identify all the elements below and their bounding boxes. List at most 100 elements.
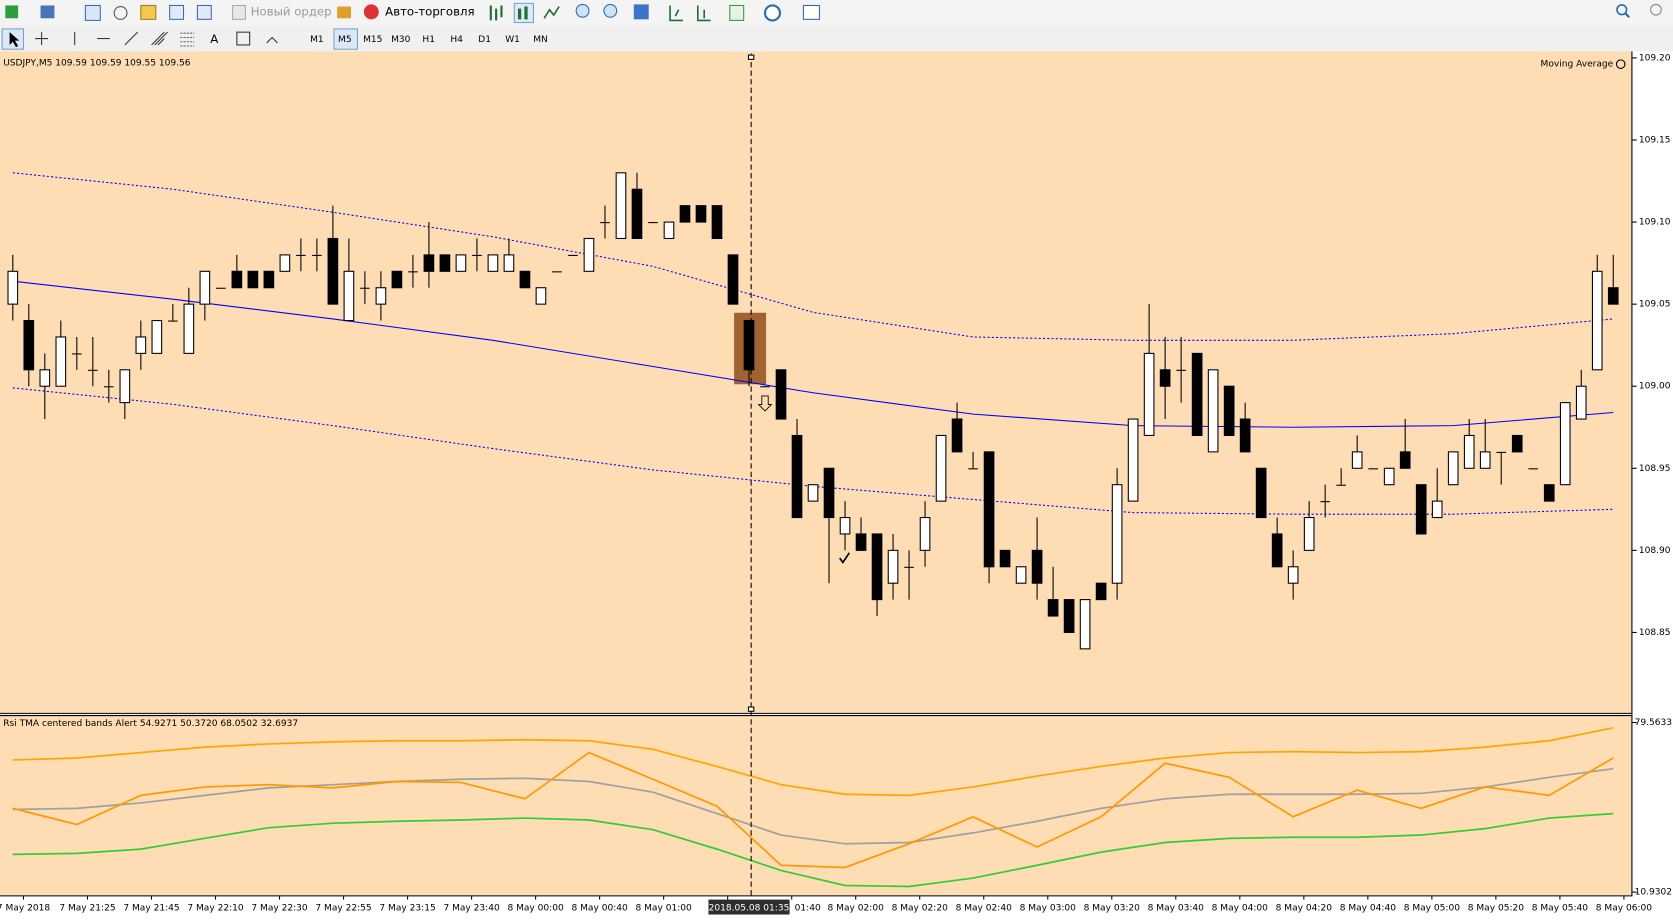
candle-body <box>119 369 131 404</box>
icon-folder[interactable] <box>140 4 157 20</box>
auto-trading-button[interactable]: Авто-торговля <box>385 4 474 18</box>
candle-body <box>247 270 259 289</box>
candle-body <box>1511 434 1523 453</box>
timeframe-button[interactable]: H4 <box>450 35 463 45</box>
indicator-panel-bg <box>0 715 1633 897</box>
x-tick-label: 8 May 02:40 <box>956 904 1013 914</box>
icon-fibo[interactable] <box>180 32 195 47</box>
icon-search[interactable] <box>1616 4 1628 16</box>
candle-body <box>1159 369 1171 387</box>
candle-body <box>423 254 435 272</box>
x-tick-label: 8 May 06:00 <box>1596 904 1653 914</box>
icon-auto-trading[interactable] <box>363 4 379 20</box>
icon-terminal[interactable] <box>169 4 185 20</box>
indicator-title: Rsi TMA centered bands Alert 54.9271 50.… <box>3 719 298 729</box>
crosshair-handle <box>747 54 755 60</box>
icon-label[interactable] <box>236 31 251 46</box>
icon-channel[interactable] <box>151 31 168 46</box>
icon-indicators[interactable] <box>729 4 745 21</box>
candle-body <box>72 353 82 355</box>
candle-body <box>583 237 595 272</box>
icon-tester[interactable] <box>196 4 212 20</box>
timeframe-button[interactable]: M1 <box>310 35 324 45</box>
candle-body <box>1271 533 1283 568</box>
candle-body <box>279 254 291 272</box>
icon-experts[interactable] <box>337 6 352 19</box>
sell-arrow <box>757 395 773 412</box>
timeframe-button[interactable]: M30 <box>391 35 411 45</box>
x-tick-label: 8 May 01:00 <box>636 904 693 914</box>
toolbar: Новый ордер Авто-торговля <box>0 0 1673 26</box>
x-tick-label: 8 May 04:40 <box>1340 904 1397 914</box>
icon-candles[interactable] <box>513 2 535 24</box>
x-tick-label: 7 May 21:25 <box>59 904 115 914</box>
candle-body <box>1047 599 1059 617</box>
candle-body <box>1127 418 1139 502</box>
icon-templates[interactable] <box>802 4 820 20</box>
icon-arrows[interactable] <box>266 36 278 44</box>
candle-body <box>968 468 978 470</box>
candle-body <box>408 271 418 273</box>
candle-body <box>600 222 610 224</box>
x-tick-label: 8 May 05:20 <box>1468 904 1525 914</box>
toolbar-bg <box>0 0 1673 26</box>
candle-body <box>1351 451 1363 469</box>
crosshair-time-bg <box>708 899 790 915</box>
indicator-line <box>12 812 1614 888</box>
icon-profiles[interactable] <box>40 5 55 19</box>
candle-body <box>1528 468 1539 470</box>
icon-bar-chart[interactable] <box>489 5 503 21</box>
icon-periods[interactable] <box>763 4 782 22</box>
candle-body <box>135 336 147 354</box>
icon-market-watch[interactable] <box>84 4 101 21</box>
candle-body <box>519 270 531 289</box>
check-mark <box>839 552 851 564</box>
icon-trendline[interactable] <box>124 31 139 46</box>
candle-body <box>919 517 931 551</box>
icon-account[interactable] <box>1650 3 1662 16</box>
candle-body <box>1431 500 1443 519</box>
indicator-close[interactable] <box>1615 59 1626 69</box>
timeframe-button[interactable]: H1 <box>422 35 435 45</box>
candle-body <box>695 205 707 223</box>
icon-navigator[interactable] <box>113 6 128 20</box>
icon-new-chart[interactable] <box>5 5 19 19</box>
candle-body <box>568 254 578 256</box>
timeframe-button[interactable]: M5 <box>338 35 352 45</box>
y-tick-label: 109.00 <box>1639 382 1671 392</box>
icon-crosshair[interactable] <box>35 32 49 45</box>
icon-text[interactable]: A <box>210 32 218 46</box>
timeframe-button[interactable]: M15 <box>363 35 382 45</box>
candle-body <box>1063 599 1075 633</box>
candle-body <box>807 484 819 502</box>
toolbar-drawing: A M1 M5 M15 M30 H1 H4 D1 W1 MN <box>0 25 1673 52</box>
icon-autoscroll[interactable] <box>669 5 683 22</box>
new-order-button[interactable]: Новый ордер <box>251 4 332 18</box>
candle-body <box>487 254 499 272</box>
candle-body <box>151 320 163 354</box>
timeframes: M1 M5 M15 M30 H1 H4 D1 W1 MN <box>310 35 548 45</box>
candle-body <box>1368 468 1378 470</box>
candle-body <box>296 254 306 256</box>
candle-body <box>360 287 370 289</box>
candle-body <box>951 418 963 453</box>
icon-shift[interactable] <box>696 5 711 22</box>
candle-body <box>472 254 482 256</box>
timeframe-button[interactable]: D1 <box>478 35 491 45</box>
candle-body <box>1320 501 1330 503</box>
icon-zoom-out[interactable] <box>603 3 618 18</box>
moving-average-line <box>12 387 1614 515</box>
candle-body <box>455 254 467 272</box>
candle-body <box>1031 549 1043 584</box>
icon-line-chart[interactable] <box>543 6 560 19</box>
timeframe-button[interactable]: W1 <box>505 35 520 45</box>
icon-new-order[interactable] <box>232 4 246 20</box>
icon-tile[interactable] <box>633 4 649 20</box>
candle-body <box>199 270 211 305</box>
icon-zoom-in[interactable] <box>575 3 590 18</box>
timeframe-button[interactable]: MN <box>533 35 548 45</box>
y-tick-label: 108.85 <box>1639 628 1671 638</box>
y-tick-label: 108.95 <box>1639 464 1671 474</box>
candle-body <box>535 287 547 305</box>
